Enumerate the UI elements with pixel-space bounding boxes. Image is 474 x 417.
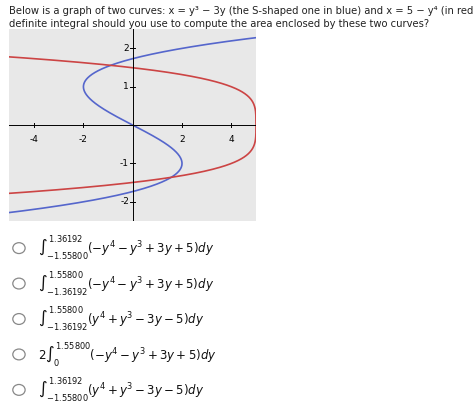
Text: -1: -1 [120,159,129,168]
Text: Below is a graph of two curves: x = y³ − 3y (the S-shaped one in blue) and x = 5: Below is a graph of two curves: x = y³ −… [9,6,474,16]
Text: $\int_{-1.36192}^{1.55800}(y^4+y^3-3y-5)dy$: $\int_{-1.36192}^{1.55800}(y^4+y^3-3y-5)… [38,305,204,333]
Text: 2: 2 [179,135,185,144]
Text: -4: -4 [30,135,38,144]
Text: -2: -2 [120,197,129,206]
Text: -2: -2 [79,135,88,144]
Text: $\int_{-1.55800}^{1.36192}(-y^4-y^3+3y+5)dy$: $\int_{-1.55800}^{1.36192}(-y^4-y^3+3y+5… [38,234,214,262]
Text: $\int_{-1.55800}^{1.36192}(y^4+y^3-3y-5)dy$: $\int_{-1.55800}^{1.36192}(y^4+y^3-3y-5)… [38,376,204,404]
Text: $2\int_{0}^{1.55800}(-y^4-y^3+3y+5)dy$: $2\int_{0}^{1.55800}(-y^4-y^3+3y+5)dy$ [38,340,217,369]
Text: 4: 4 [228,135,234,144]
Text: $\int_{-1.36192}^{1.55800}(-y^4-y^3+3y+5)dy$: $\int_{-1.36192}^{1.55800}(-y^4-y^3+3y+5… [38,269,214,298]
Text: definite integral should you use to compute the area enclosed by these two curve: definite integral should you use to comp… [9,19,429,29]
Text: 2: 2 [123,44,129,53]
Text: 1: 1 [123,82,129,91]
